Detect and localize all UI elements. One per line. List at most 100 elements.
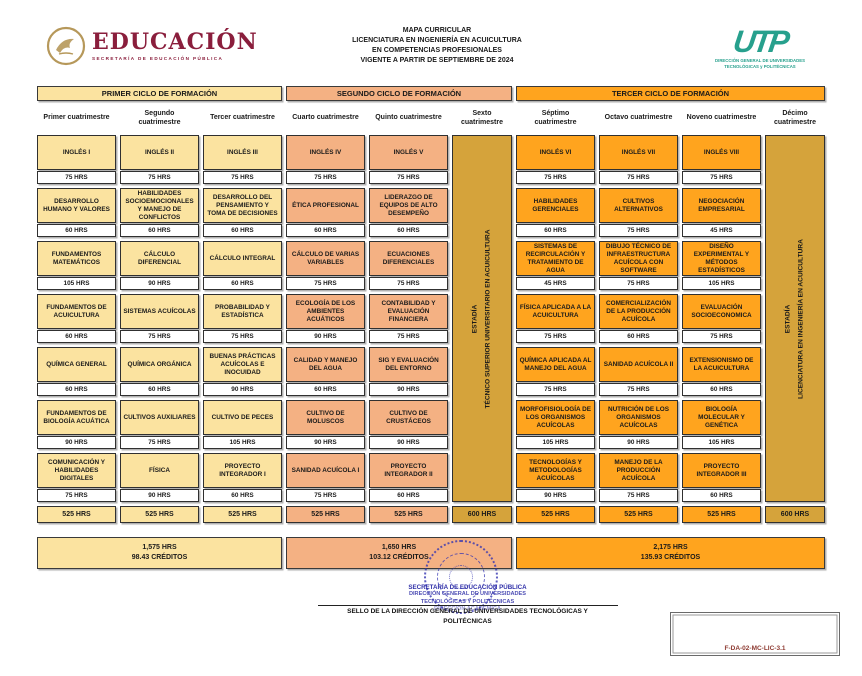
form-code: F-DA-02-MC-LIC-3.1 [724, 645, 786, 652]
course-hours: 105 HRS [682, 436, 761, 449]
course-name: LIDERAZGO DE EQUIPOS DE ALTO DESEMPEÑO [369, 188, 448, 223]
course-cell: BIOLOGÍA MOLECULAR Y GENÉTICA 105 HRS [682, 400, 761, 449]
sello-caption: SELLO DE LA DIRECCIÓN GENERAL DE UNIVERS… [347, 607, 588, 626]
course-name: QUÍMICA ORGÁNICA [120, 347, 199, 382]
course-hours: 90 HRS [203, 383, 282, 396]
course-hours: 90 HRS [286, 436, 365, 449]
course-hours: 75 HRS [120, 171, 199, 184]
course-cell: DESARROLLO HUMANO Y VALORES 60 HRS [37, 188, 116, 237]
course-hours: 75 HRS [203, 171, 282, 184]
course-name: HABILIDADES GERENCIALES [516, 188, 595, 223]
course-cell: INGLÉS VII 75 HRS [599, 135, 678, 184]
column-header-4: Cuarto cuatrimestre [292, 114, 359, 122]
course-cell: ECOLOGÍA DE LOS AMBIENTES ACUÁTICOS 90 HR… [286, 294, 365, 343]
course-name: MANEJO DE LA PRODUCCIÓN ACUÍCOLA [599, 453, 678, 488]
course-name: ÉTICA PROFESIONAL [286, 188, 365, 223]
course-name: FUNDAMENTOS MATEMÁTICOS [37, 241, 116, 276]
course-hours: 75 HRS [286, 489, 365, 502]
column-total: 525 HRS [203, 506, 282, 523]
course-name: ECUACIONES DIFERENCIALES [369, 241, 448, 276]
course-hours: 105 HRS [37, 277, 116, 290]
course-name: PROYECTO INTEGRADOR III [682, 453, 761, 488]
column-total: 525 HRS [37, 506, 116, 523]
course-name: CULTIVOS ALTERNATIVOS [599, 188, 678, 223]
course-name: EXTENSIONISMO DE LA ACUICULTURA [682, 347, 761, 382]
course-name: CÁLCULO DIFERENCIAL [120, 241, 199, 276]
course-hours: 75 HRS [599, 277, 678, 290]
course-hours: 75 HRS [369, 171, 448, 184]
course-name: FÍSICA [120, 453, 199, 488]
course-cell: ECUACIONES DIFERENCIALES 75 HRS [369, 241, 448, 290]
course-name: PROYECTO INTEGRADOR I [203, 453, 282, 488]
course-hours: 75 HRS [369, 277, 448, 290]
course-cell: CONTABILIDAD Y EVALUACIÓN FINANCIERA 75 H… [369, 294, 448, 343]
course-name: INGLÉS V [369, 135, 448, 170]
course-hours: 60 HRS [37, 383, 116, 396]
course-hours: 60 HRS [203, 489, 282, 502]
course-name: SISTEMAS DE RECIRCULACIÓN Y TRATAMIENTO … [516, 241, 595, 276]
course-name: QUÍMICA GENERAL [37, 347, 116, 382]
sep-subtitle: SECRETARÍA DE EDUCACIÓN PÚBLICA [92, 56, 224, 61]
column-total: 525 HRS [369, 506, 448, 523]
summary-hours: 2,175 HRS [653, 543, 688, 551]
course-name: INGLÉS III [203, 135, 282, 170]
course-cell: EVALUACIÓN SOCIOECONOMICA 75 HRS [682, 294, 761, 343]
course-name: ECOLOGÍA DE LOS AMBIENTES ACUÁTICOS [286, 294, 365, 329]
estadia-label: ESTADÍA LICENCIATURA EN INGENIERÍA EN ACU… [784, 238, 804, 399]
column-header-9: Noveno cuatrimestre [686, 114, 757, 122]
course-hours: 60 HRS [286, 383, 365, 396]
course-cell: PROYECTO INTEGRADOR I 60 HRS [203, 453, 282, 502]
course-cell: QUÍMICA APLICADA AL MANEJO DEL AGUA 75 HR… [516, 347, 595, 396]
course-name: NEGOCIACIÓN EMPRESARIAL [682, 188, 761, 223]
course-cell: CÁLCULO INTEGRAL 60 HRS [203, 241, 282, 290]
course-hours: 90 HRS [369, 383, 448, 396]
title-line-2: LICENCIATURA EN INGENIERÍA EN ACUICULTUR… [352, 37, 522, 45]
course-name: PROYECTO INTEGRADOR II [369, 453, 448, 488]
course-cell: MORFOFISIOLOGÍA DE LOS ORGANISMOS ACUÍCO… [516, 400, 595, 449]
course-name: FUNDAMENTOS DE BIOLOGÍA ACUÁTICA [37, 400, 116, 435]
column-total: 525 HRS [120, 506, 199, 523]
cycle-summary-tercer: 2,175 HRS 135.93 CRÉDITOS [516, 537, 825, 569]
course-name: DIBUJO TÉCNICO DE INFRAESTRUCTURA ACUÍCO… [599, 241, 678, 276]
course-hours: 75 HRS [599, 383, 678, 396]
sep-wordmark: EDUCACIÓN [92, 29, 258, 55]
course-name: SANIDAD ACUÍCOLA II [599, 347, 678, 382]
course-cell: COMERCIALIZACIÓN DE LA PRODUCCIÓN ACUÍCO… [599, 294, 678, 343]
course-hours: 45 HRS [516, 277, 595, 290]
column-total: 525 HRS [599, 506, 678, 523]
column-header-7: Séptimo cuatrimestre [534, 109, 577, 126]
course-name: INGLÉS VI [516, 135, 595, 170]
column-header-1: Primer cuatrimestre [43, 114, 110, 122]
course-cell: SANIDAD ACUÍCOLA I 75 HRS [286, 453, 365, 502]
course-hours: 90 HRS [120, 277, 199, 290]
course-hours: 60 HRS [203, 224, 282, 237]
course-hours: 105 HRS [682, 277, 761, 290]
form-code-box: F-DA-02-MC-LIC-3.1 [670, 612, 840, 656]
course-cell: SANIDAD ACUÍCOLA II 75 HRS [599, 347, 678, 396]
course-hours: 60 HRS [120, 224, 199, 237]
course-cell: QUÍMICA ORGÁNICA 60 HRS [120, 347, 199, 396]
document-title: MAPA CURRICULAR LICENCIATURA EN INGENIER… [287, 26, 587, 67]
course-cell: QUÍMICA GENERAL 60 HRS [37, 347, 116, 396]
course-cell: CALIDAD Y MANEJO DEL AGUA 60 HRS [286, 347, 365, 396]
course-cell: LIDERAZGO DE EQUIPOS DE ALTO DESEMPEÑO 60… [369, 188, 448, 237]
stamp-line: DIRECCIÓN GENERAL DE UNIVERSIDADES [408, 591, 527, 597]
course-hours: 60 HRS [369, 224, 448, 237]
course-hours: 75 HRS [516, 171, 595, 184]
cycle-header-primer: PRIMER CICLO DE FORMACIÓN [37, 86, 282, 101]
course-cell: INGLÉS VI 75 HRS [516, 135, 595, 184]
course-cell: INGLÉS III 75 HRS [203, 135, 282, 184]
course-name: QUÍMICA APLICADA AL MANEJO DEL AGUA [516, 347, 595, 382]
course-cell: PROYECTO INTEGRADOR II 60 HRS [369, 453, 448, 502]
sep-eagle-emblem-icon [46, 26, 86, 66]
seal-core [449, 565, 473, 589]
summary-hours: 1,650 HRS [381, 543, 417, 551]
course-hours: 45 HRS [682, 224, 761, 237]
course-name: INGLÉS VII [599, 135, 678, 170]
course-hours: 75 HRS [37, 489, 116, 502]
curriculum-grid: PRIMER CICLO DE FORMACIÓN SEGUNDO CICLO … [37, 86, 825, 569]
course-cell: CULTIVO DE MOLUSCOS 90 HRS [286, 400, 365, 449]
column-total: 525 HRS [286, 506, 365, 523]
estadia-bar: ESTADÍA TÉCNICO SUPERIOR UNIVERSITARIO EN… [452, 135, 512, 502]
